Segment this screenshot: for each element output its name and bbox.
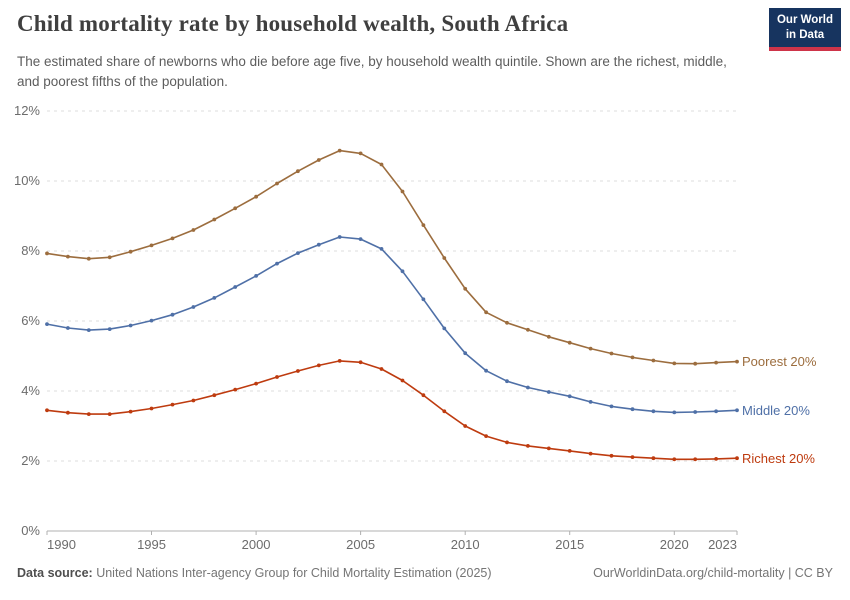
data-source-label: Data source: bbox=[17, 566, 93, 580]
logo-line-1: Our World bbox=[776, 14, 833, 26]
data-source-text: United Nations Inter-agency Group for Ch… bbox=[92, 566, 492, 580]
y-axis-tick-label: 12% bbox=[13, 103, 40, 118]
page-title: Child mortality rate by household wealth… bbox=[17, 11, 569, 36]
series-label-poorest: Poorest 20% bbox=[742, 354, 817, 370]
x-axis-tick-label: 2000 bbox=[241, 537, 271, 552]
y-axis-tick-label: 4% bbox=[21, 383, 40, 398]
series-label-richest: Richest 20% bbox=[742, 450, 815, 466]
x-axis-tick-label: 1995 bbox=[137, 537, 166, 552]
chart-footer: Data source: United Nations Inter-agency… bbox=[17, 566, 833, 580]
x-axis-tick-label: 2005 bbox=[346, 537, 376, 552]
chart-subtitle: The estimated share of newborns who die … bbox=[17, 54, 727, 90]
x-axis-tick-label: 2015 bbox=[555, 537, 585, 552]
x-axis-tick-label: 2020 bbox=[659, 537, 689, 552]
y-axis-tick-label: 8% bbox=[21, 243, 40, 258]
x-axis-tick-label: 1990 bbox=[47, 537, 76, 552]
attribution-note: OurWorldinData.org/child-mortality | CC … bbox=[593, 566, 833, 580]
data-source-note: Data source: United Nations Inter-agency… bbox=[17, 566, 492, 580]
series-label-middle: Middle 20% bbox=[742, 402, 810, 418]
y-axis-tick-label: 0% bbox=[21, 523, 40, 538]
x-axis-tick-label: 2023 bbox=[708, 537, 737, 552]
x-axis-tick-label: 2010 bbox=[450, 537, 480, 552]
logo-line-2: in Data bbox=[785, 28, 825, 41]
y-axis-tick-label: 2% bbox=[21, 453, 40, 468]
owid-logo: Our World in Data bbox=[769, 8, 841, 52]
y-axis-tick-label: 10% bbox=[13, 173, 40, 188]
y-axis-tick-label: 6% bbox=[21, 313, 40, 328]
